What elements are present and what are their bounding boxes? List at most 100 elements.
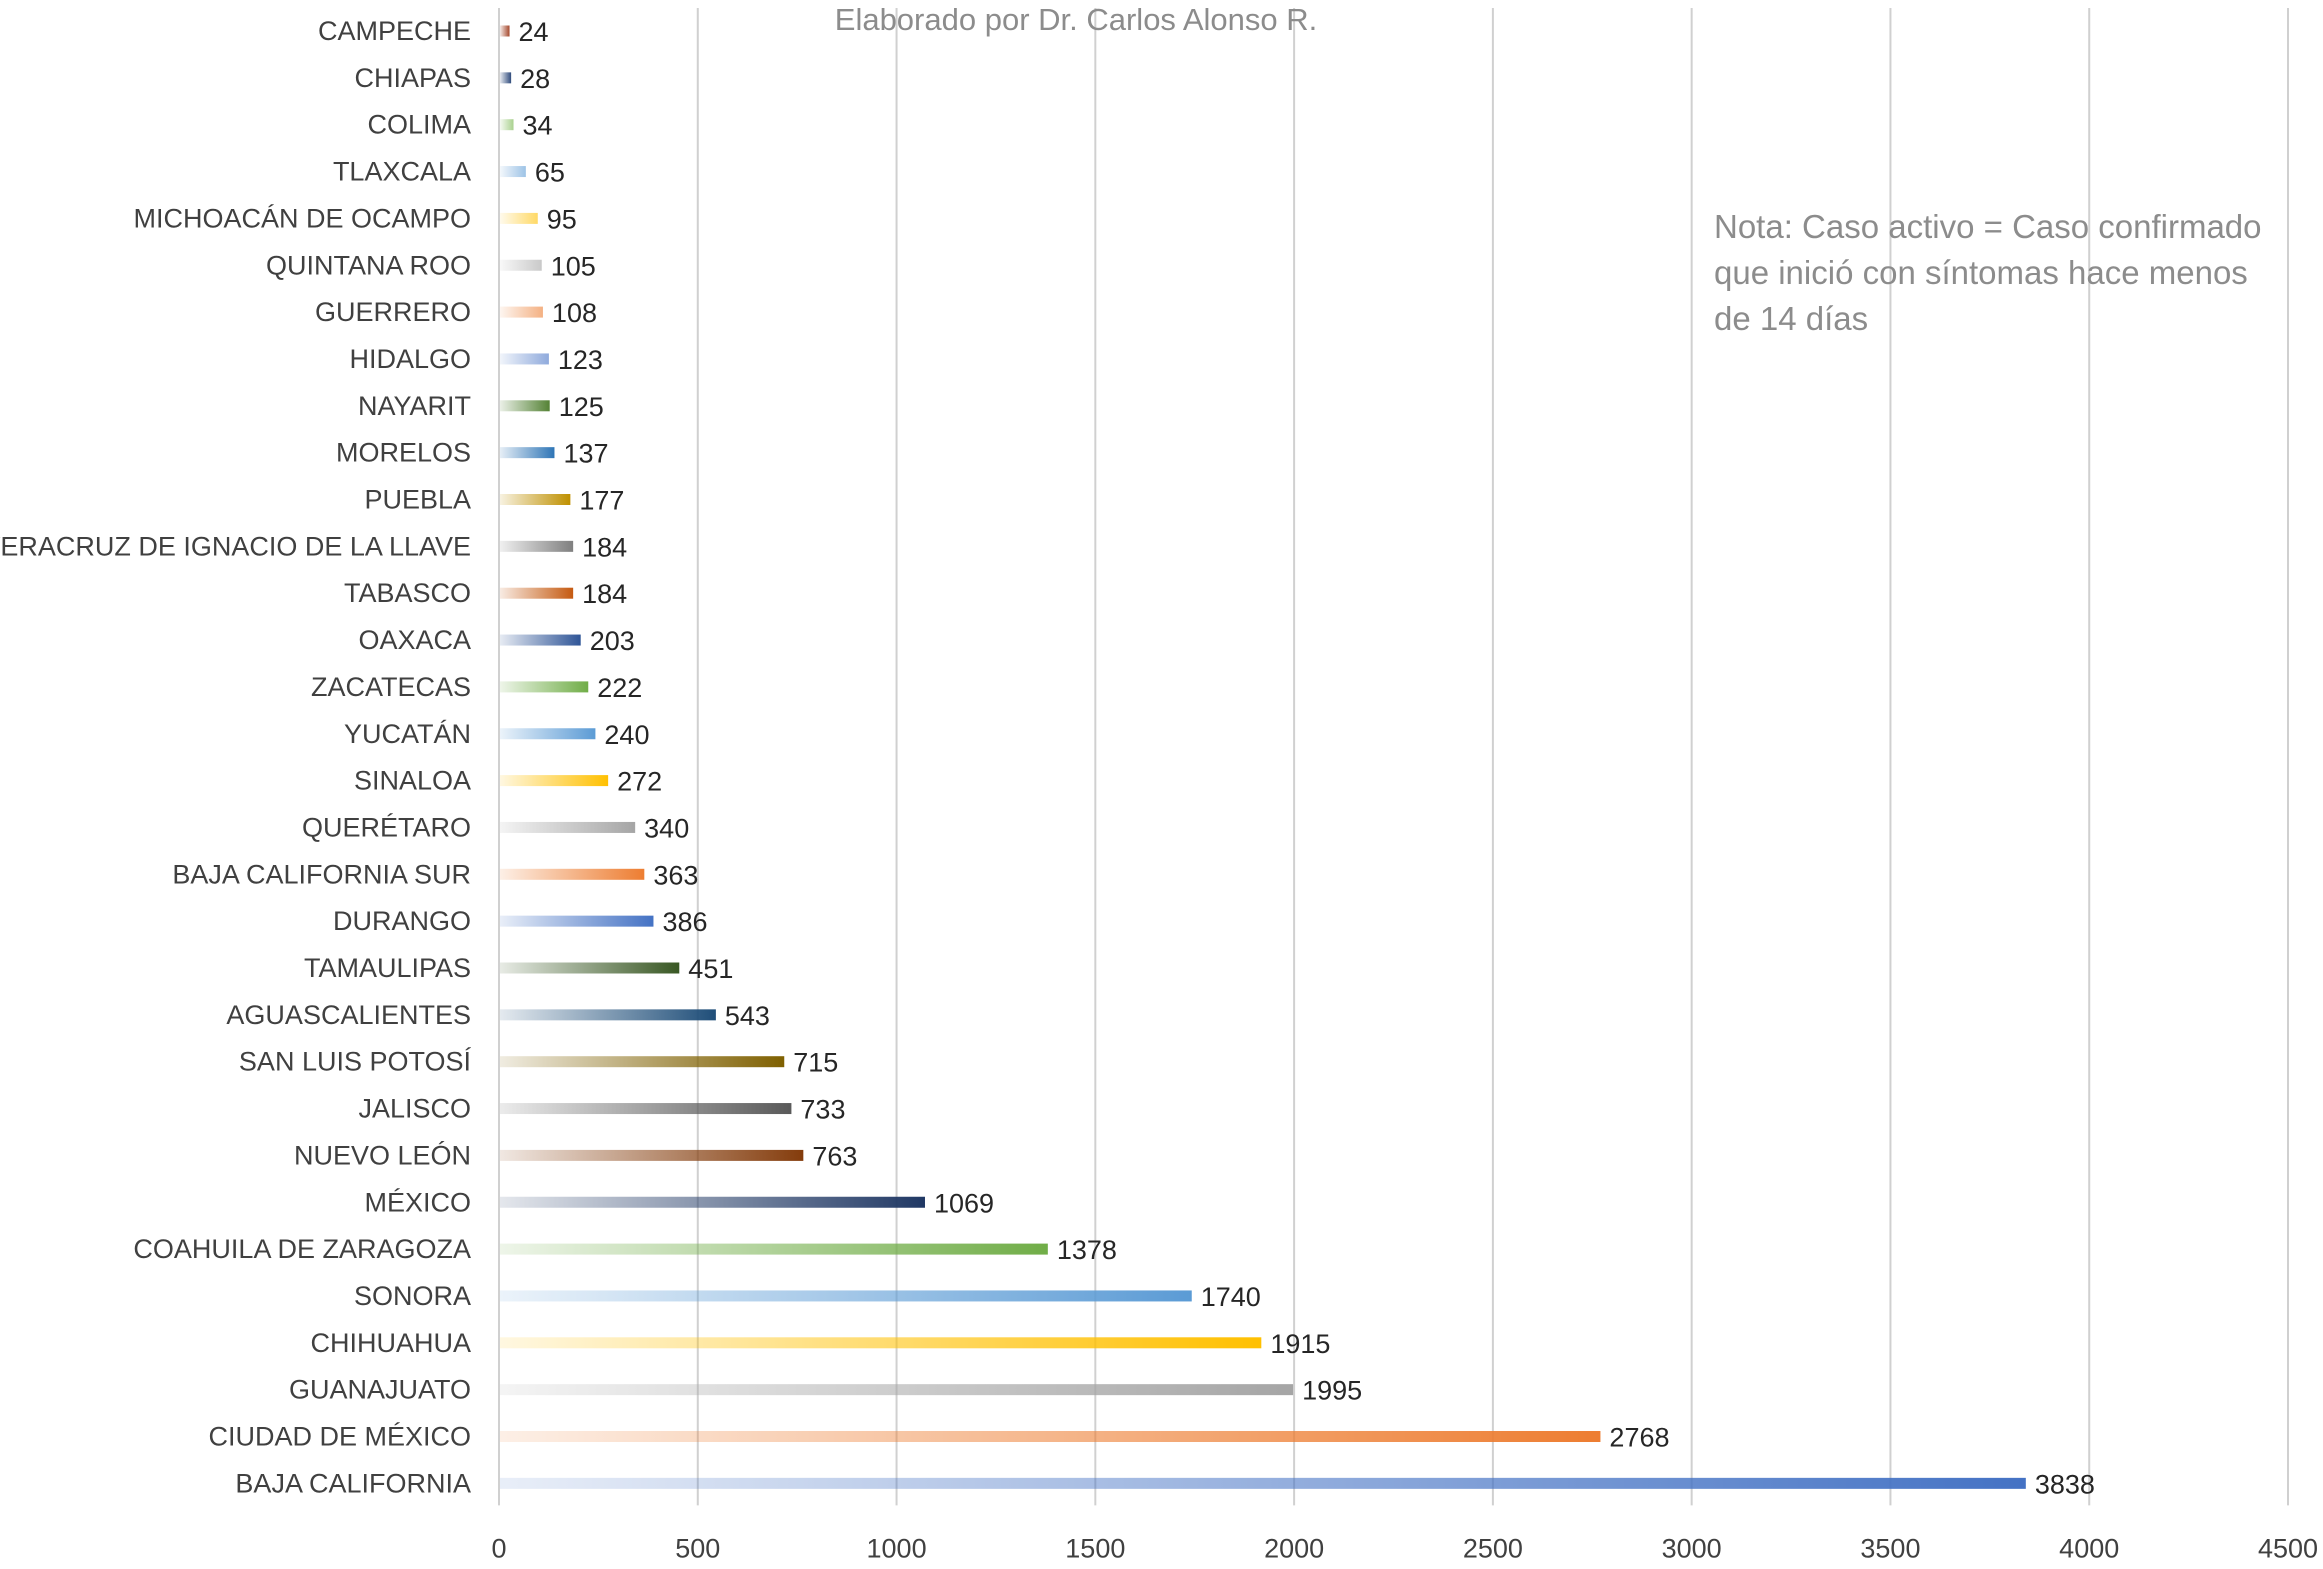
bar: [500, 494, 571, 505]
chart-credit: Elaborado por Dr. Carlos Alonso R.: [835, 2, 1317, 37]
bar: [500, 775, 609, 787]
x-tick-label: 4500: [2258, 1533, 2318, 1563]
bar: [500, 1196, 925, 1208]
value-label: 137: [563, 439, 608, 469]
bar: [500, 447, 555, 459]
category-label: ZACATECAS: [311, 672, 471, 702]
value-label: 65: [535, 158, 565, 188]
x-tick-label: 1500: [1065, 1533, 1125, 1563]
x-tick-label: 2500: [1463, 1533, 1523, 1563]
category-label: MÉXICO: [364, 1187, 471, 1217]
value-label: 1069: [934, 1188, 994, 1218]
bar: [500, 587, 574, 599]
value-label: 715: [793, 1048, 838, 1078]
category-label: TLAXCALA: [333, 157, 471, 187]
bar: [500, 681, 589, 693]
gridlines: [498, 8, 2289, 1506]
category-label: YUCATÁN: [344, 719, 471, 749]
category-label: NUEVO LEÓN: [294, 1139, 471, 1170]
value-label: 28: [520, 64, 550, 94]
category-label: OAXACA: [358, 625, 471, 655]
x-tick-label: 2000: [1264, 1533, 1324, 1563]
x-tick-label: 500: [675, 1533, 720, 1563]
bar: [500, 212, 538, 224]
value-label: 733: [800, 1095, 845, 1125]
value-label: 125: [559, 392, 604, 422]
category-label: CHIAPAS: [354, 63, 471, 93]
note-line-2: que inició con síntomas hace menos: [1714, 254, 2248, 291]
bar: [500, 915, 654, 927]
category-label: TABASCO: [344, 578, 471, 608]
category-label: VERACRUZ DE IGNACIO DE LA LLAVE: [0, 531, 471, 561]
category-label: PUEBLA: [364, 485, 471, 515]
value-label: 1378: [1057, 1235, 1117, 1265]
category-label: SINALOA: [354, 766, 471, 796]
category-label: BAJA CALIFORNIA: [235, 1468, 471, 1498]
value-label: 2768: [1609, 1423, 1669, 1453]
bar: [500, 306, 543, 318]
value-label: 1740: [1201, 1282, 1261, 1312]
note-line-3: de 14 días: [1714, 300, 1868, 337]
value-label: 3838: [2035, 1469, 2095, 1499]
x-tick-label: 0: [491, 1533, 506, 1563]
bar: [500, 353, 549, 365]
bar: [500, 400, 550, 412]
value-label: 105: [551, 251, 596, 281]
value-label: 451: [688, 954, 733, 984]
bar: [500, 72, 512, 84]
bar: [500, 1056, 785, 1068]
value-label: 763: [812, 1141, 857, 1171]
value-label: 543: [725, 1001, 770, 1031]
value-label: 240: [604, 720, 649, 750]
category-label: SAN LUIS POTOSÍ: [239, 1047, 472, 1077]
category-label: QUERÉTARO: [302, 812, 471, 842]
x-tick-label: 3500: [1860, 1533, 1920, 1563]
bar: [500, 1103, 792, 1115]
value-label: 340: [644, 813, 689, 843]
bar: [500, 821, 636, 833]
bar: [500, 634, 581, 646]
value-label: 108: [552, 298, 597, 328]
category-label: HIDALGO: [349, 344, 471, 374]
value-label: 95: [547, 204, 577, 234]
category-label: CIUDAD DE MÉXICO: [208, 1422, 471, 1452]
bar: [500, 1477, 2026, 1489]
value-label: 386: [662, 907, 707, 937]
value-label: 1915: [1270, 1329, 1330, 1359]
bar: [500, 1243, 1048, 1255]
bar: [500, 1384, 1294, 1396]
value-label: 34: [523, 111, 553, 141]
category-label: DURANGO: [333, 906, 471, 936]
value-label: 203: [590, 626, 635, 656]
value-label: 184: [582, 579, 627, 609]
category-label: GUERRERO: [315, 297, 471, 327]
bar: [500, 259, 542, 271]
x-tick-label: 3000: [1662, 1533, 1722, 1563]
bar: [500, 1149, 804, 1161]
bar: [500, 868, 645, 880]
category-label: NAYARIT: [358, 391, 471, 421]
category-label: BAJA CALIFORNIA SUR: [172, 859, 471, 889]
category-label: GUANAJUATO: [289, 1375, 471, 1405]
category-label: CAMPECHE: [318, 16, 471, 46]
category-label: MORELOS: [336, 438, 471, 468]
category-label: QUINTANA ROO: [266, 250, 471, 280]
value-label: 24: [519, 17, 549, 47]
value-label: 184: [582, 532, 627, 562]
value-label: 1995: [1302, 1376, 1362, 1406]
category-label: JALISCO: [358, 1094, 471, 1124]
category-label: TAMAULIPAS: [304, 953, 471, 983]
bars: [500, 25, 2026, 1489]
bar: [500, 1009, 716, 1021]
bar: [500, 540, 574, 552]
category-label: AGUASCALIENTES: [226, 1000, 471, 1030]
value-label: 363: [653, 860, 698, 890]
category-labels: CAMPECHE CHIAPAS COLIMA TLAXCALA MICHOACÁN D…: [0, 16, 471, 1498]
value-label: 177: [579, 486, 624, 516]
bar: [500, 25, 510, 37]
category-label: COAHUILA DE ZARAGOZA: [133, 1234, 471, 1264]
value-label: 222: [597, 673, 642, 703]
value-labels: 24 28 34 65 95 105 108 123 125 137 177 184 184 203 222…: [519, 17, 2095, 1499]
bar: [500, 166, 526, 178]
